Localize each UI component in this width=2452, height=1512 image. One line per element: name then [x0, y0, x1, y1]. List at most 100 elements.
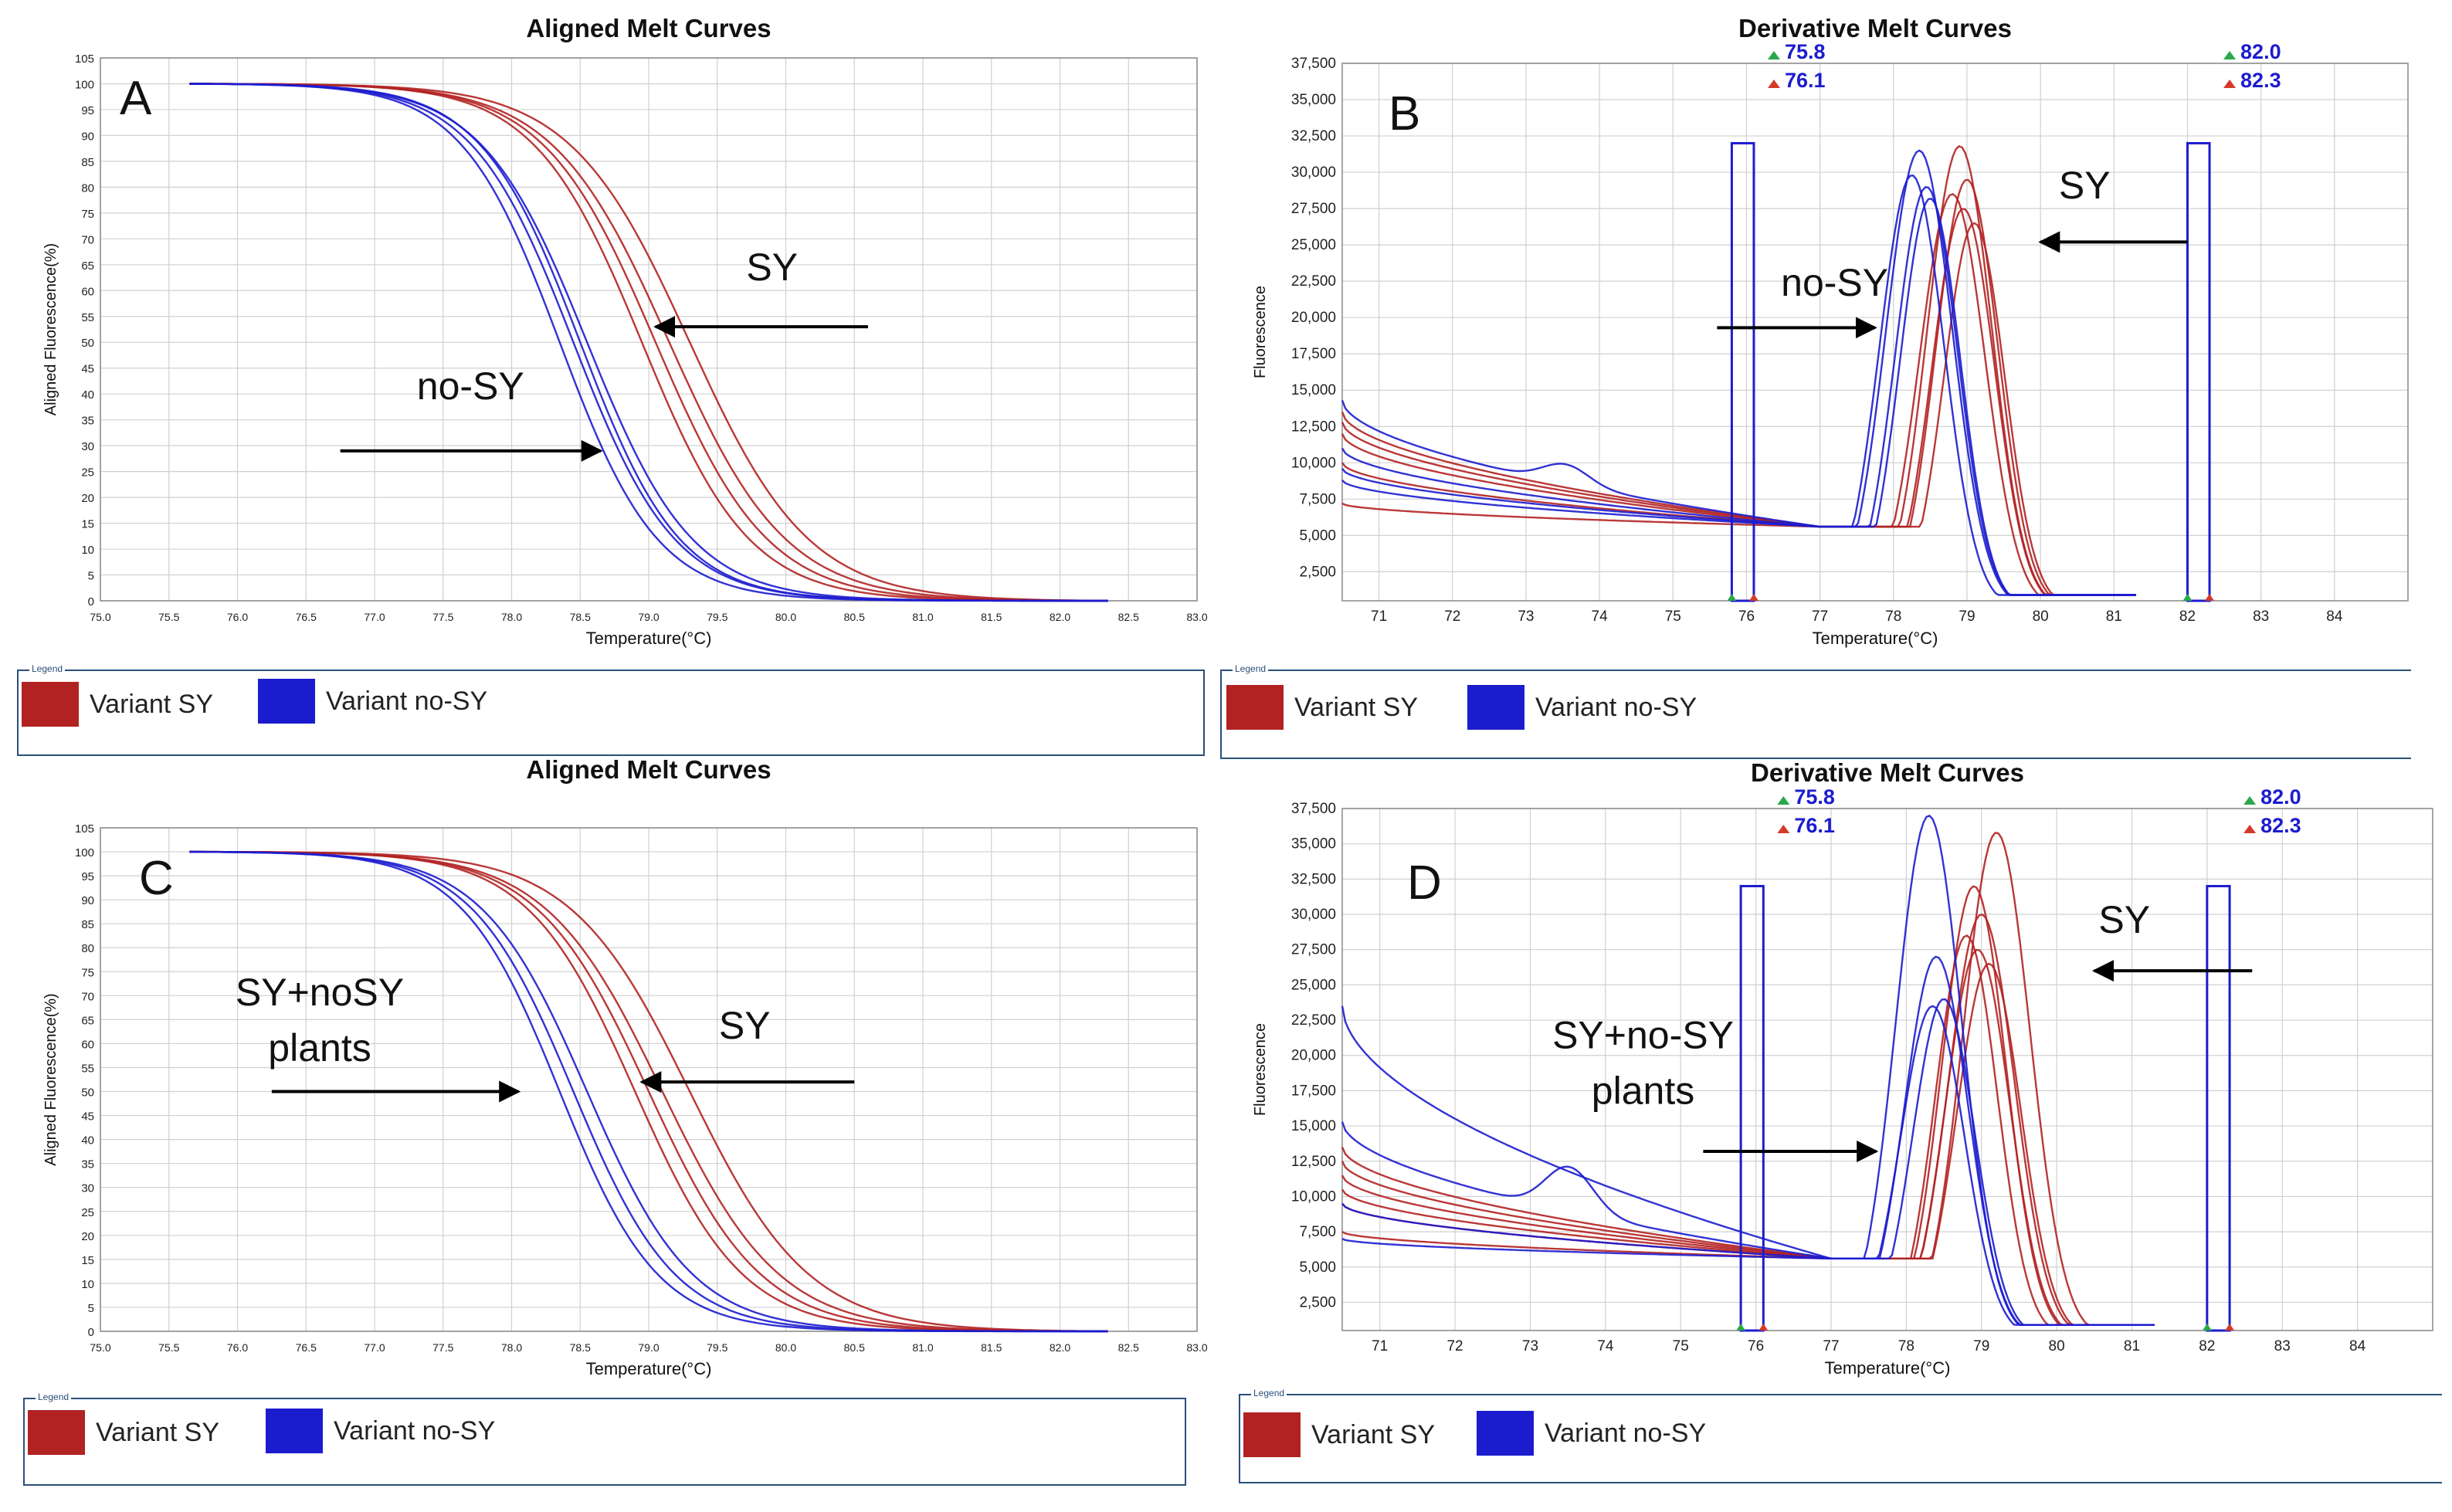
y-tick-label: 37,500 — [1291, 801, 1336, 817]
x-tick-label: 74 — [1592, 609, 1609, 625]
y-tick-label: 20,000 — [1291, 1048, 1336, 1064]
legend-c: Legend Variant SY Variant no-SY — [23, 1392, 1186, 1486]
marker-bar — [2186, 141, 2211, 602]
x-tick-label: 77.0 — [364, 611, 385, 623]
x-tick-label: 74 — [1597, 1338, 1614, 1354]
series-group — [189, 83, 1108, 602]
x-tick-label: 77.5 — [432, 611, 453, 623]
y-tick-label: 55 — [81, 1062, 94, 1075]
x-tick-label: 79.5 — [707, 611, 727, 623]
y-tick-label: 22,500 — [1291, 273, 1336, 290]
x-tick-label: 81.0 — [912, 611, 933, 623]
chart-title: Aligned Melt Curves — [526, 14, 771, 42]
x-tick-label: 78 — [1885, 609, 1901, 625]
y-tick-label: 15,000 — [1291, 1118, 1336, 1134]
series-line-sy — [1341, 962, 2155, 1326]
x-tick-label: 76.5 — [296, 1341, 317, 1354]
plot-area-border — [1341, 808, 2433, 1331]
panel-letter: D — [1407, 856, 1442, 910]
marker-red-label: 82.3 — [2240, 69, 2281, 92]
red-marker-icon — [2225, 1324, 2235, 1331]
series-line-nosy — [189, 83, 1108, 602]
series-line-sy — [1341, 208, 2136, 596]
legend-label-nosy: Variant no-SY — [334, 1415, 496, 1446]
annotation: SY — [2038, 164, 2188, 253]
series-line-nosy — [189, 850, 1108, 1333]
y-tick-label: 90 — [81, 130, 94, 143]
green-marker-icon — [2243, 796, 2257, 805]
legend-a: Legend Variant SY Variant no-SY — [17, 663, 1205, 756]
y-tick-label: 70 — [81, 233, 94, 246]
chart-title: Derivative Melt Curves — [1738, 14, 2012, 42]
red-marker-icon — [2223, 80, 2237, 88]
annotation-label: SY — [2059, 164, 2111, 207]
y-tick-label: 35,000 — [1291, 92, 1336, 108]
y-tick-label: 105 — [75, 822, 94, 836]
legend-item-nosy: Variant no-SY — [266, 1409, 495, 1453]
y-tick-label: 40 — [81, 388, 94, 402]
y-tick-label: 27,500 — [1291, 201, 1336, 217]
marker-green-label: 75.8 — [1785, 40, 1826, 63]
x-tick-label: 79 — [1973, 1338, 1989, 1354]
legend-caption: Legend — [1251, 1388, 1287, 1398]
y-tick-label: 60 — [81, 285, 94, 298]
y-tick-label: 17,500 — [1291, 346, 1336, 362]
y-tick-label: 0 — [88, 595, 94, 609]
annotation-label: SY+no-SY — [1552, 1014, 1734, 1057]
x-tick-label: 75.0 — [90, 611, 110, 623]
x-tick-label: 78.5 — [570, 1341, 591, 1354]
sy-swatch — [28, 1410, 85, 1455]
legend-d: Legend Variant SY Variant no-SY — [1239, 1388, 2442, 1483]
x-tick-label: 82 — [2199, 1338, 2215, 1354]
y-tick-label: 30,000 — [1291, 907, 1336, 923]
y-tick-label: 15 — [81, 1254, 94, 1267]
nosy-swatch — [1467, 685, 1524, 730]
sy-swatch — [22, 682, 79, 727]
annotation-label: SY — [719, 1004, 771, 1047]
y-tick-label: 10,000 — [1291, 1188, 1336, 1205]
nosy-swatch — [1477, 1411, 1534, 1456]
x-axis-label: Temperature(°C) — [1825, 1358, 1951, 1378]
marker-green-label: 82.0 — [2260, 785, 2301, 809]
melt-region-marker: 82.0 82.3 — [2202, 785, 2301, 1332]
y-tick-label: 30 — [81, 440, 94, 453]
marker-red-label: 76.1 — [1785, 69, 1826, 92]
green-marker-icon — [2223, 51, 2237, 59]
legend-label-nosy: Variant no-SY — [1535, 692, 1697, 722]
annotation: no-SY — [340, 364, 603, 462]
x-tick-label: 71 — [1371, 609, 1387, 625]
y-tick-label: 20,000 — [1291, 310, 1336, 326]
x-tick-label: 75.0 — [90, 1341, 110, 1354]
y-tick-label: 95 — [81, 104, 94, 117]
y-tick-label: 7,500 — [1299, 491, 1336, 507]
legend-label-sy: Variant SY — [1311, 1419, 1436, 1449]
x-tick-label: 83.0 — [1186, 1341, 1207, 1354]
marker-bar — [2206, 884, 2231, 1332]
x-tick-label: 81.0 — [912, 1341, 933, 1354]
y-tick-label: 37,500 — [1291, 56, 1336, 72]
nosy-swatch — [266, 1409, 323, 1453]
x-tick-label: 72 — [1446, 1338, 1463, 1354]
annotation-label: plants — [268, 1026, 371, 1070]
x-tick-label: 75 — [1673, 1338, 1689, 1354]
chart-panel-a: 0 5 10 15 20 25 30 35 40 45 50 55 60 65 70 75 80 85 90 95 10… — [42, 14, 1208, 648]
green-marker-icon — [1727, 594, 1737, 601]
x-tick-label: 76 — [1738, 609, 1755, 625]
x-tick-label: 80 — [2049, 1338, 2065, 1354]
marker-red-label: 82.3 — [2260, 814, 2301, 837]
y-tick-label: 55 — [81, 311, 94, 324]
y-tick-label: 32,500 — [1291, 871, 1336, 887]
series-line-sy — [189, 850, 1108, 1333]
legend-item-sy: Variant SY — [22, 682, 213, 727]
x-tick-label: 78.0 — [501, 1341, 522, 1354]
red-marker-icon — [2205, 594, 2215, 601]
x-tick-label: 83 — [2274, 1338, 2291, 1354]
y-tick-label: 80 — [81, 181, 94, 195]
y-tick-label: 25 — [81, 466, 94, 480]
y-tick-label: 25,000 — [1291, 237, 1336, 253]
x-tick-label: 82.5 — [1118, 611, 1139, 623]
y-tick-label: 12,500 — [1291, 419, 1336, 435]
y-tick-label: 10 — [81, 544, 94, 557]
y-tick-label: 22,500 — [1291, 1012, 1336, 1029]
x-tick-label: 76.5 — [296, 611, 317, 623]
